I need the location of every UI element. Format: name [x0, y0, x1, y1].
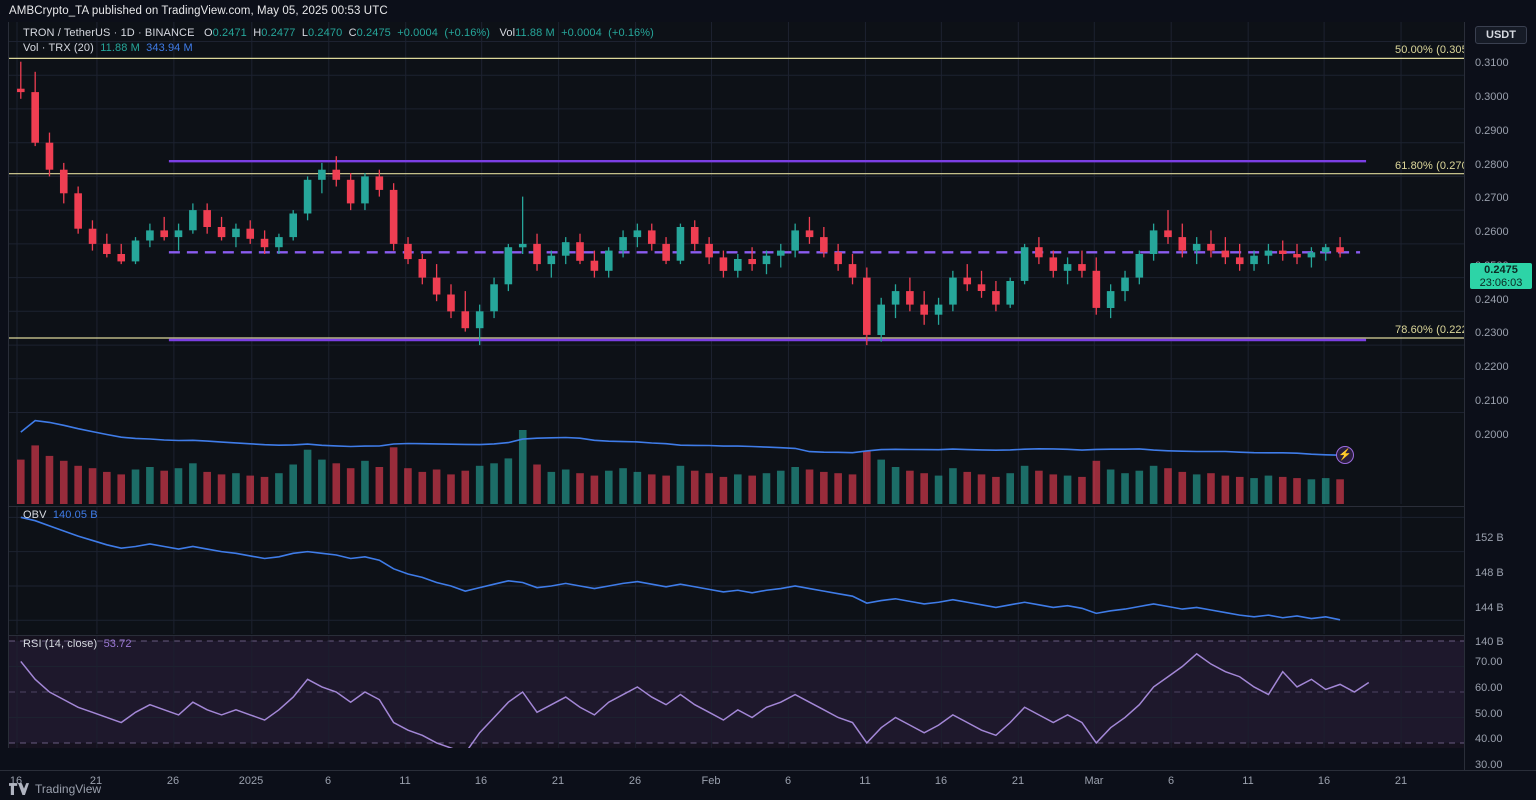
bar-countdown: 23:06:03 — [1479, 277, 1523, 290]
time-axis-tick: 21 — [1394, 775, 1408, 787]
obv-axis-tick: 144 B — [1475, 601, 1504, 614]
time-axis-tick: 6 — [324, 775, 332, 787]
time-axis-tick: 11 — [399, 775, 411, 787]
price-chart-canvas[interactable] — [9, 22, 1464, 504]
obv-axis-tick: 140 B — [1475, 636, 1504, 649]
price-axis-tick: 0.3000 — [1475, 91, 1509, 104]
obv-value: 140.05 B — [52, 509, 98, 521]
obv-title[interactable]: OBV — [23, 509, 47, 521]
price-axis-tick: 0.2700 — [1475, 192, 1509, 205]
rsi-pane[interactable]: RSI (14, close) 53.72 — [9, 635, 1464, 748]
time-axis[interactable]: 16 21 26 2025 6 11 16 21 26 Feb 6 11 16 21 Mar 6 11 16 21 — [0, 770, 1536, 800]
price-pane[interactable]: TRON / TetherUS · 1D · BINANCE O0.2471 H… — [9, 22, 1464, 504]
rsi-axis-tick: 50.00 — [1475, 707, 1503, 720]
rsi-axis-tick: 60.00 — [1475, 681, 1503, 694]
volume-study-value: 11.88 M — [100, 42, 140, 54]
time-axis-tick: 26 — [628, 775, 642, 787]
time-axis-tick: 6 — [1167, 775, 1175, 787]
time-axis-tick: 11 — [1242, 775, 1254, 787]
time-axis-tick: 6 — [784, 775, 792, 787]
fib-level-label[interactable]: 61.80% (0.2708) — [1395, 159, 1478, 172]
legend-open-value: 0.2471 — [212, 27, 247, 39]
live-price-value: 0.2475 — [1484, 264, 1518, 277]
main-legend: TRON / TetherUS · 1D · BINANCE O0.2471 H… — [23, 27, 654, 39]
time-axis-tick: 16 — [1317, 775, 1331, 787]
plot-area[interactable]: TRON / TetherUS · 1D · BINANCE O0.2471 H… — [8, 22, 1478, 748]
rsi-axis-tick: 40.00 — [1475, 733, 1503, 746]
rsi-axis-tick: 70.00 — [1475, 656, 1503, 669]
fib-level-label[interactable]: 78.60% (0.2221) — [1395, 323, 1478, 336]
fib-level-label[interactable]: 50.00% (0.3050) — [1395, 44, 1478, 57]
attribution-text: AMBCrypto_TA published on TradingView.co… — [9, 5, 388, 17]
price-axis-tick: 0.2400 — [1475, 293, 1509, 306]
lightning-bolt-icon[interactable]: ⚡ — [1336, 446, 1354, 465]
obv-axis-tick: 152 B — [1475, 532, 1504, 545]
time-axis-tick: Feb — [701, 775, 721, 787]
time-axis-tick: 21 — [89, 775, 103, 787]
legend-close-value: 0.2475 — [356, 27, 391, 39]
time-axis-tick: 11 — [859, 775, 871, 787]
price-axis-tick: 0.2000 — [1475, 428, 1509, 441]
legend-low-value: 0.2470 — [308, 27, 343, 39]
price-axis-tick: 0.2100 — [1475, 394, 1509, 407]
time-axis-tick: 26 — [166, 775, 180, 787]
tradingview-logo-icon — [9, 782, 29, 795]
tradingview-brand: TradingView — [35, 782, 102, 796]
currency-badge[interactable]: USDT — [1475, 26, 1527, 44]
time-axis-tick: 16 — [474, 775, 488, 787]
obv-chart-canvas[interactable] — [9, 507, 1464, 634]
rsi-legend: RSI (14, close) 53.72 — [23, 638, 132, 650]
volume-legend: Vol · TRX (20) 11.88 M 343.94 M — [23, 42, 193, 54]
legend-close-label: C — [348, 27, 357, 39]
rsi-chart-canvas[interactable] — [9, 636, 1464, 748]
obv-legend: OBV 140.05 B — [23, 509, 98, 521]
legend-open-label: O — [204, 27, 213, 39]
legend-high-value: 0.2477 — [261, 27, 296, 39]
price-axis-tick: 0.2200 — [1475, 361, 1509, 374]
time-axis-tick: Mar — [1084, 775, 1104, 787]
price-axis-tick: 0.2600 — [1475, 226, 1509, 239]
time-axis-tick: 2025 — [238, 775, 264, 787]
obv-axis-tick: 148 B — [1475, 566, 1504, 579]
legend-vol-value: 11.88 M — [515, 27, 555, 39]
rsi-value: 53.72 — [103, 638, 132, 650]
chart-frame: TRON / TetherUS · 1D · BINANCE O0.2471 H… — [0, 22, 1536, 770]
price-axis-tick: 0.3100 — [1475, 57, 1509, 70]
legend-change-pct: (+0.16%) — [444, 27, 491, 39]
legend-exchange[interactable]: BINANCE — [144, 27, 195, 39]
time-axis-tick: 21 — [551, 775, 565, 787]
rsi-axis-tick: 30.00 — [1475, 758, 1503, 771]
price-axis-tick: 0.2800 — [1475, 158, 1509, 171]
footer: TradingView — [0, 778, 1536, 800]
volume-ma-value: 343.94 M — [146, 42, 193, 54]
legend-vol-label: Vol — [499, 27, 516, 39]
rsi-title[interactable]: RSI (14, close) — [23, 638, 98, 650]
volume-study-title[interactable]: Vol · TRX (20) — [23, 42, 94, 54]
time-axis-tick: 21 — [1011, 775, 1025, 787]
legend-vol-change-abs: +0.0004 — [561, 27, 602, 39]
legend-change-abs: +0.0004 — [397, 27, 438, 39]
time-axis-tick: 16 — [934, 775, 948, 787]
live-price-badge: 0.2475 23:06:03 — [1470, 263, 1532, 290]
legend-vol-change-pct: (+0.16%) — [608, 27, 654, 39]
price-axis-tick: 0.2300 — [1475, 327, 1509, 340]
obv-pane[interactable]: OBV 140.05 B — [9, 506, 1464, 634]
legend-interval[interactable]: 1D — [120, 27, 135, 39]
legend-high-label: H — [253, 27, 262, 39]
price-axis[interactable]: USDT 0.3100 0.3000 0.2900 0.2800 0.2700 0.260… — [1464, 22, 1536, 770]
legend-symbol[interactable]: TRON / TetherUS — [23, 27, 111, 39]
price-axis-tick: 0.2900 — [1475, 124, 1509, 137]
legend-low-label: L — [301, 27, 309, 39]
